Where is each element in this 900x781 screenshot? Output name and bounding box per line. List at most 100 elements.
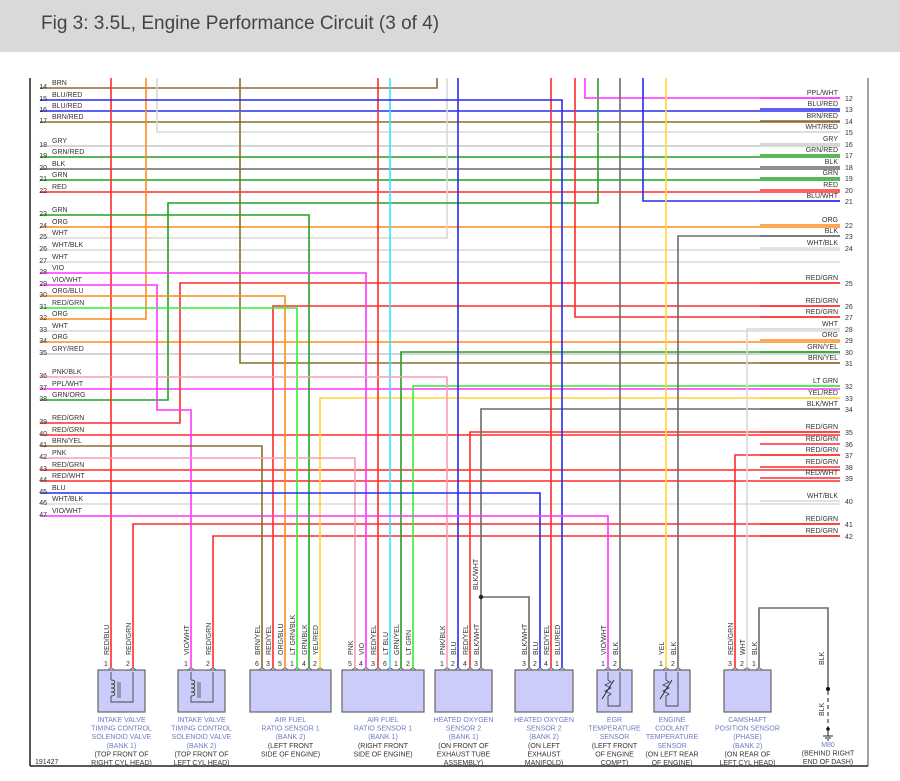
left-wire-label: RED/GRN	[52, 300, 84, 307]
right-pin-number: 40	[845, 499, 853, 506]
left-pin-number: 15	[39, 96, 47, 103]
component-box	[514, 669, 574, 713]
component-wire	[40, 272, 367, 668]
right-pin-number: 36	[845, 442, 853, 449]
left-pin-number: 23	[39, 211, 47, 218]
left-pin-number: 24	[39, 223, 47, 230]
thermistor-icon	[661, 672, 679, 707]
pin-number: 2	[206, 661, 210, 668]
component-wire	[40, 492, 541, 668]
wire-left-32	[40, 78, 147, 320]
right-wire-label: BLK	[825, 159, 839, 166]
ground-wire-label: BLK	[819, 702, 826, 716]
component-wire	[481, 596, 530, 668]
right-wire-label: PPL/WHT	[807, 90, 839, 97]
component-box	[596, 669, 633, 713]
wire-right-31	[239, 78, 840, 364]
pin-number: 2	[406, 661, 410, 668]
right-wire-label: ORG	[822, 217, 838, 224]
right-wire-label: WHT/BLK	[807, 493, 838, 500]
left-pin-number: 36	[39, 373, 47, 380]
left-wire-label: GRN	[52, 207, 68, 214]
component-name: (BANK 2)	[733, 743, 763, 750]
pin-wire-label: LT GRN	[406, 630, 413, 655]
component-location: OF ENGINE)	[652, 760, 693, 767]
component-name: EGR	[607, 717, 622, 724]
pin-wire-label: RED/GRN	[206, 623, 213, 655]
component-name: SOLENOID VALVE	[172, 734, 232, 741]
right-pin-number: 30	[845, 350, 853, 357]
pin-wire-label: RED/YEL	[463, 625, 470, 655]
pin-wire-label: LT BLU	[383, 632, 390, 655]
pin-wire-label: RED/YEL	[266, 625, 273, 655]
left-pin-number: 25	[39, 234, 47, 241]
component-box	[723, 669, 772, 713]
right-pin-number: 25	[845, 281, 853, 288]
component-wire	[40, 376, 448, 668]
left-pin-number: 47	[39, 512, 47, 519]
left-pin-number: 44	[39, 477, 47, 484]
right-wire-label: WHT/RED	[805, 124, 838, 131]
title-bar: Fig 3: 3.5L, Engine Performance Circuit …	[0, 0, 900, 52]
pin-number: 1	[752, 661, 756, 668]
left-pin-number: 39	[39, 419, 47, 426]
right-wire-label: RED/GRN	[806, 459, 838, 466]
component-location: EXHAUST	[527, 751, 561, 758]
left-wire-label: BLU/RED	[52, 103, 82, 110]
figure-title: Fig 3: 3.5L, Engine Performance Circuit …	[41, 13, 440, 34]
pin-wire-label: RED/YEL	[544, 625, 551, 655]
thermistor-icon	[603, 672, 621, 707]
pin-wire-label: YEL/RED	[313, 625, 320, 655]
right-wire-label: RED/GRN	[806, 528, 838, 535]
pin-number: 2	[671, 661, 675, 668]
right-pin-number: 39	[845, 476, 853, 483]
component-wire	[734, 454, 840, 668]
component-box	[653, 669, 691, 713]
right-wire-label: BLK	[825, 228, 839, 235]
left-pin-number: 18	[39, 142, 47, 149]
right-pin-number: 33	[845, 396, 853, 403]
right-wire-label: BLU/RED	[808, 101, 838, 108]
component-name: TEMPERATURE	[646, 734, 699, 741]
right-pin-number: 42	[845, 534, 853, 541]
left-pin-number: 42	[39, 454, 47, 461]
left-wire-label: GRN/RED	[52, 149, 84, 156]
component-wire	[40, 445, 263, 668]
pin-number: 2	[533, 661, 537, 668]
component-location: (ON FRONT OF	[438, 743, 488, 750]
left-pin-number: 27	[39, 258, 47, 265]
left-wire-label: WHT/BLK	[52, 242, 83, 249]
pin-number: 3	[522, 661, 526, 668]
pin-number: 4	[463, 661, 467, 668]
pin-wire-label: RED/GRN	[126, 623, 133, 655]
pin-number: 3	[266, 661, 270, 668]
left-wire-label: ORG	[52, 219, 68, 226]
right-wire-label: GRN	[822, 170, 838, 177]
right-pin-number: 35	[845, 430, 853, 437]
component-location: (RIGHT FRONT	[358, 743, 409, 750]
right-pin-number: 34	[845, 407, 853, 414]
component-name: SOLENOID VALVE	[92, 734, 152, 741]
right-pin-number: 23	[845, 234, 853, 241]
component-name: AIR FUEL	[275, 717, 307, 724]
left-pin-number: 31	[39, 304, 47, 311]
left-wire-label: BRN	[52, 80, 67, 87]
right-wire-label: BRN/YEL	[808, 355, 838, 362]
pin-number: 2	[740, 661, 744, 668]
left-wire-label: RED/GRN	[52, 427, 84, 434]
component-wire	[40, 99, 563, 668]
ground-icon	[823, 729, 833, 741]
left-wire-label: WHT	[52, 254, 69, 261]
right-pin-number: 15	[845, 130, 853, 137]
right-pin-number: 12	[845, 96, 853, 103]
pin-number: 1	[440, 661, 444, 668]
left-pin-number: 30	[39, 292, 47, 299]
pin-wire-label: VIO	[359, 642, 366, 655]
left-pin-number: 45	[39, 489, 47, 496]
right-wire-label: RED/WHT	[805, 470, 838, 477]
component-location: ASSEMBLY)	[444, 760, 484, 767]
left-wire-label: WHT/BLK	[52, 496, 83, 503]
pin-number: 5	[278, 661, 282, 668]
right-wire-label: BLU/WHT	[807, 193, 839, 200]
right-pin-number: 18	[845, 165, 853, 172]
